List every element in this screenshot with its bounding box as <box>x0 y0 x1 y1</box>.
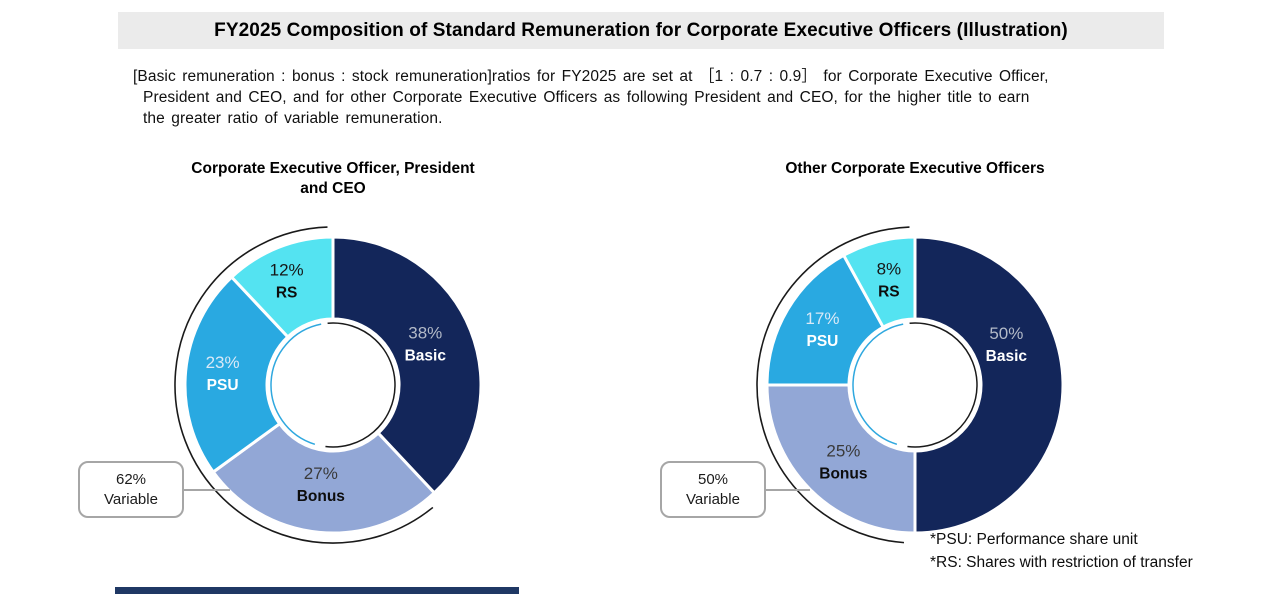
variable-label: Variable <box>686 491 740 508</box>
variable-callout-other: 50% Variable <box>660 461 766 518</box>
donut-segment-rs <box>230 235 335 339</box>
intro-line: the greater ratio of variable remunerati… <box>143 110 443 127</box>
donut-segment-bonus <box>765 383 917 535</box>
callout-connector-line <box>764 489 810 491</box>
variable-percent: 62% <box>115 471 147 488</box>
segment-name-label: Basic <box>986 348 1028 365</box>
chart-title-ceo: Corporate Executive Officer, President a… <box>133 159 533 199</box>
segment-percent-label: 50% <box>989 324 1023 343</box>
segment-percent-label: 8% <box>877 260 902 279</box>
variable-label: Variable <box>104 491 158 508</box>
chart-title-line: and CEO <box>300 180 366 197</box>
bottom-accent-bar <box>115 587 519 594</box>
variable-span-arc <box>174 226 434 544</box>
inner-ring-cyan-arc <box>852 323 904 446</box>
segment-name-label: Basic <box>405 347 447 364</box>
intro-paragraph: [Basic remuneration : bonus : stock remu… <box>133 66 1173 129</box>
callout-connector-line <box>184 489 230 491</box>
variable-percent: 50% <box>697 471 729 488</box>
donut-chart-other: 50% Basic 25% Bonus 17% PSU 8% RS <box>756 226 1065 544</box>
donut-segment-bonus <box>211 422 436 535</box>
segment-name-label: PSU <box>806 333 838 350</box>
donut-segment-basic <box>331 235 483 495</box>
variable-callout-ceo: 62% Variable <box>78 461 184 518</box>
segment-percent-label: 38% <box>408 323 442 342</box>
page-title: FY2025 Composition of Standard Remunerat… <box>214 19 1068 41</box>
inner-ring-cyan-arc <box>270 323 322 446</box>
segment-name-label: Bonus <box>819 465 867 482</box>
segment-name-label: PSU <box>207 377 239 394</box>
segment-name-label: RS <box>878 284 900 301</box>
donut-chart-ceo: 38% Basic 27% Bonus 23% PSU 12% RS <box>174 226 483 544</box>
donut-segment-psu <box>765 253 885 387</box>
inner-ring-dark-arc <box>325 322 396 448</box>
segment-percent-label: 25% <box>826 441 860 460</box>
segment-name-label: RS <box>276 284 298 301</box>
footnote-psu: *PSU: Performance share unit <box>930 531 1138 548</box>
segment-percent-label: 12% <box>270 260 304 279</box>
segment-percent-label: 27% <box>304 464 338 483</box>
intro-line: [Basic remuneration : bonus : stock remu… <box>133 68 1049 85</box>
donut-segment-rs <box>842 235 917 329</box>
footnotes: *PSU: Performance share unit *RS: Shares… <box>930 528 1193 574</box>
footnote-rs: *RS: Shares with restriction of transfer <box>930 554 1193 571</box>
segment-name-label: Bonus <box>297 488 345 505</box>
segment-percent-label: 17% <box>805 309 839 328</box>
title-bar: FY2025 Composition of Standard Remunerat… <box>118 12 1164 49</box>
segment-percent-label: 23% <box>206 353 240 372</box>
intro-line: President and CEO, and for other Corpora… <box>143 89 1030 106</box>
variable-span-arc <box>756 226 910 544</box>
donut-segment-basic <box>913 235 1065 535</box>
chart-title-line: Corporate Executive Officer, President <box>191 160 475 177</box>
chart-title-line: Other Corporate Executive Officers <box>785 160 1045 177</box>
chart-title-other-officers: Other Corporate Executive Officers <box>715 159 1115 179</box>
donut-segment-psu <box>183 275 290 474</box>
inner-ring-dark-arc <box>907 322 978 448</box>
